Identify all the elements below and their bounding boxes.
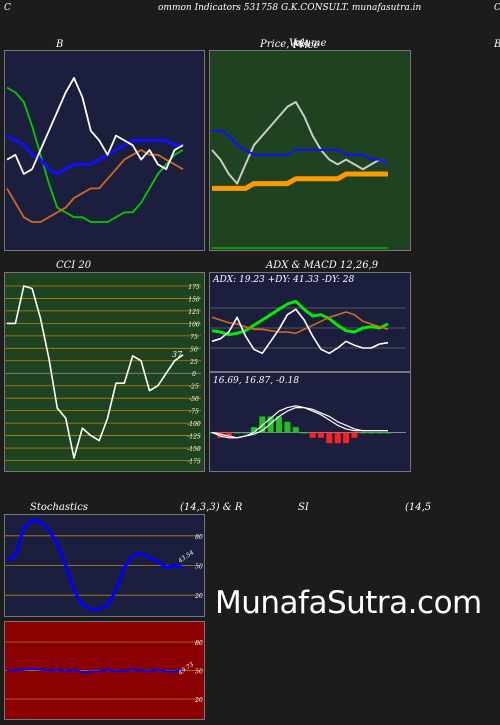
stoch-tick-label: 20 [194,593,203,600]
bollinger-price-line [6,77,184,175]
bollinger-middle-line [6,134,183,176]
macd-histogram-bar [385,432,391,434]
price-overlay-price: Price [293,40,320,51]
stoch-value-label: 43.54 [176,549,195,565]
macd-values: 16.69, 16.87, -0.18 [213,376,300,386]
cci-tick-label: -175 [187,459,201,466]
macd-histogram-bar [217,432,224,438]
macd-signal-line [211,407,388,439]
macd-histogram-bar [376,432,383,434]
macd-histogram-bar [225,432,232,438]
right-clip-title: B [494,39,500,50]
cci-tick-label: -50 [189,396,199,403]
cci-tick-label: 0 [192,371,196,378]
rsi-params: (14,5 [405,502,432,513]
macd-histogram-bar [343,432,350,444]
adx-title: ADX & MACD 12,26,9 [266,260,379,271]
cci-tick-label: -25 [189,384,199,391]
price-overlay-volume: Volume [289,38,327,49]
macd-histogram-bar [259,416,266,433]
rsi-tick-label: 80 [195,640,203,647]
stoch-params: (14,3,3) & R [180,502,243,513]
adx-values: ADX: 19.23 +DY: 41.33 -DY: 28 [213,275,355,285]
cci-tick-label: 25 [189,359,198,366]
stoch-tick-label: 80 [195,534,203,541]
macd-histogram-bar [250,427,257,433]
price_ma-price-line [211,101,389,185]
adx-adx-line [211,308,389,355]
cci-tick-label: -150 [187,446,201,453]
macd-histogram-bar [334,432,341,444]
chart-title: ommon Indicators 531758 G.K.CONSULT. mun… [158,3,422,13]
macd-histogram-bar [309,432,316,438]
price-title: Price, MA [260,39,311,50]
macd-histogram-bar [292,427,299,433]
header-right: C [494,3,500,13]
stoch-title: Stochastics [30,502,88,513]
cci-tick-label: 75 [190,334,198,341]
rsi-value-label: 49.73 [176,661,195,677]
rsi-rsi-line [7,667,184,674]
macd-histogram-bar [326,432,333,444]
bollinger-upper-line [6,86,184,223]
macd-histogram-bar [267,416,274,433]
cci-value-label: 37 [172,350,183,359]
cci-title: CCI 20 [56,260,92,271]
stochastics-k-line [6,518,184,611]
cci-cci-line [7,285,184,459]
bb-title: B [56,39,64,50]
rsi-tick-label: 50 [195,669,203,676]
rsi-tick-label: 20 [194,697,203,704]
cci-tick-label: 150 [188,296,200,303]
macd-histogram-bar [317,432,324,438]
bollinger-lower-line [6,149,184,223]
header-left: C [4,3,11,13]
macd-histogram-bar [284,421,291,433]
price_ma-ma_blue-line [212,129,389,166]
adx-panel [209,272,411,372]
cci-tick-label: -125 [187,434,201,441]
cci-tick-label: 125 [188,309,200,316]
macd-histogram-bar [359,432,366,434]
cci-tick-label: -100 [187,421,201,428]
stoch-tick-label: 50 [195,564,203,571]
adx-plus_di-line [211,299,389,337]
price_ma-ma_orange-line [212,171,388,191]
macd-histogram-bar [242,432,249,434]
macd-histogram-bar [276,416,283,433]
cci-tick-label: 50 [190,346,198,353]
cci-tick-label: 100 [188,321,200,328]
macd-histogram-bar [368,432,375,434]
macd-histogram-bar [351,432,358,438]
rsi-title: SI [298,502,309,513]
macd-panel [209,372,411,472]
macd-histogram-bar [234,432,241,434]
cci-tick-label: -75 [189,409,199,416]
watermark: MunafaSutra.com [215,585,482,621]
cci-tick-label: 175 [188,284,200,291]
macd-histogram-bar [301,432,308,434]
